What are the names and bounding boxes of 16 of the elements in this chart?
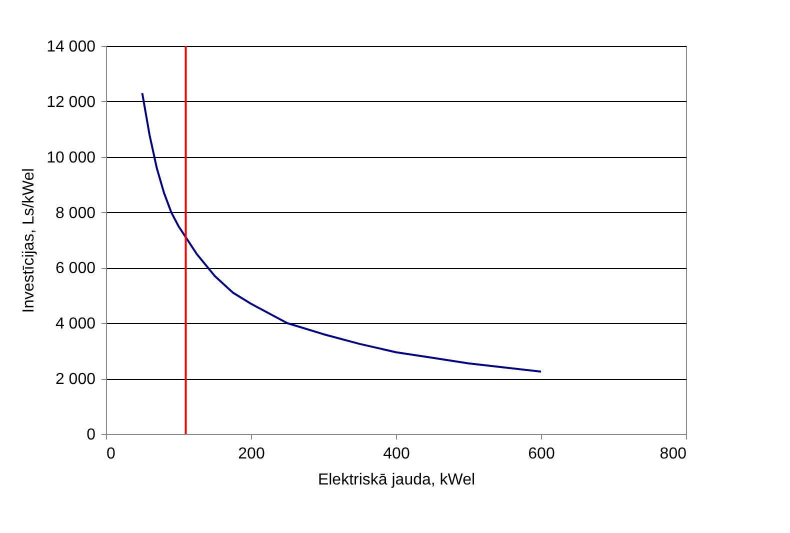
y-tick-label: 14 000: [46, 38, 96, 56]
x-axis-title: Elektriskā jauda, kWel: [318, 472, 476, 488]
x-tick-label: 400: [383, 446, 410, 462]
y-tick-label: 10 000: [46, 149, 96, 166]
y-tick-label: 4 000: [55, 316, 96, 333]
y-tick-label: 6 000: [55, 260, 96, 278]
y-tick-label: 0: [86, 426, 96, 444]
y-tick-label: 12 000: [46, 94, 96, 111]
line-series: [141, 92, 542, 373]
y-tick-label: 8 000: [55, 204, 96, 222]
x-tick-label: 800: [660, 446, 687, 462]
x-tick-label: 200: [238, 446, 265, 462]
x-tick-label: 0: [106, 446, 116, 462]
x-tick-label: 600: [528, 446, 555, 462]
y-axis-title: Investīcijas, Ls/kWel: [20, 168, 38, 313]
y-tick-label: 2 000: [55, 371, 96, 388]
